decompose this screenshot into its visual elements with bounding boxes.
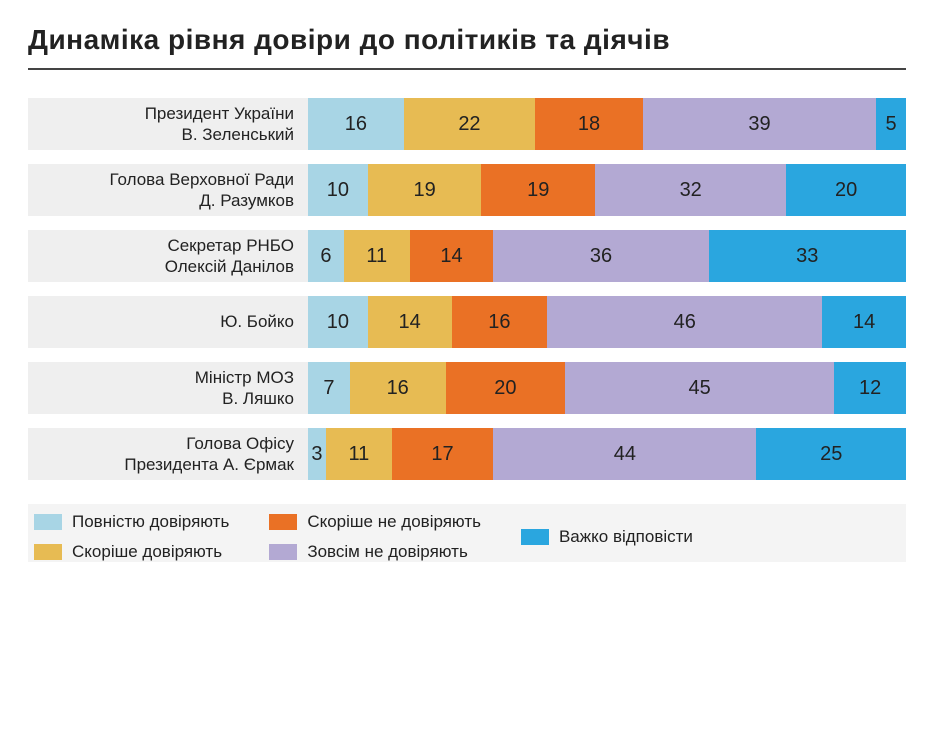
- bar-row: Голова Верховної РадиД. Разумков10191932…: [28, 164, 906, 216]
- row-label-line2: Олексій Данілов: [165, 256, 294, 277]
- legend-swatch: [34, 514, 62, 530]
- bar-segment: 7: [308, 362, 350, 414]
- bar-row: Ю. Бойко1014164614: [28, 296, 906, 348]
- bar-segment: 20: [446, 362, 566, 414]
- bar-row: Секретар РНБООлексій Данілов611143633: [28, 230, 906, 282]
- legend-item: Повністю довіряють: [34, 512, 229, 532]
- row-label-line1: Голова Офісу: [186, 433, 294, 454]
- bar-row: Президент УкраїниВ. Зеленський162218395: [28, 98, 906, 150]
- legend-item: Скоріше не довіряють: [269, 512, 481, 532]
- bar-segment: 14: [368, 296, 452, 348]
- legend-swatch: [521, 529, 549, 545]
- bar-row: Голова ОфісуПрезидента А. Єрмак311174425: [28, 428, 906, 480]
- row-label-line1: Голова Верховної Ради: [109, 169, 294, 190]
- bar-segment: 16: [452, 296, 548, 348]
- legend-item: Скоріше довіряють: [34, 542, 229, 562]
- legend-swatch: [269, 514, 297, 530]
- row-label-line2: Ю. Бойко: [220, 311, 294, 332]
- row-label: Голова ОфісуПрезидента А. Єрмак: [28, 428, 308, 480]
- row-bar: 162218395: [308, 98, 906, 150]
- bar-segment: 11: [344, 230, 410, 282]
- legend: Повністю довіряють Скоріше довіряють Скорі…: [28, 504, 906, 562]
- bar-segment: 20: [786, 164, 906, 216]
- legend-column: Скоріше не довіряють Зовсім не довіряють: [269, 512, 481, 562]
- bar-segment: 18: [535, 98, 643, 150]
- bar-segment: 17: [392, 428, 494, 480]
- legend-label: Скоріше довіряють: [72, 542, 222, 562]
- bar-segment: 14: [410, 230, 494, 282]
- legend-swatch: [34, 544, 62, 560]
- legend-label: Скоріше не довіряють: [307, 512, 481, 532]
- bar-segment: 16: [350, 362, 446, 414]
- bar-row: Міністр МОЗВ. Ляшко716204512: [28, 362, 906, 414]
- row-label-line2: В. Ляшко: [222, 388, 294, 409]
- row-bar: 716204512: [308, 362, 906, 414]
- legend-item: Зовсім не довіряють: [269, 542, 481, 562]
- legend-item: Важко відповісти: [521, 527, 693, 547]
- row-label-line1: Президент України: [145, 103, 294, 124]
- bar-rows: Президент УкраїниВ. Зеленський162218395Г…: [28, 98, 906, 480]
- legend-label: Важко відповісти: [559, 527, 693, 547]
- row-label: Ю. Бойко: [28, 296, 308, 348]
- row-label-line2: Д. Разумков: [199, 190, 294, 211]
- row-bar: 1019193220: [308, 164, 906, 216]
- title-divider: [28, 68, 906, 70]
- bar-segment: 16: [308, 98, 404, 150]
- bar-segment: 19: [368, 164, 482, 216]
- legend-label: Повністю довіряють: [72, 512, 229, 532]
- row-label: Секретар РНБООлексій Данілов: [28, 230, 308, 282]
- bar-segment: 14: [822, 296, 906, 348]
- bar-segment: 32: [595, 164, 786, 216]
- bar-segment: 36: [493, 230, 708, 282]
- row-label-line2: Президента А. Єрмак: [124, 454, 294, 475]
- bar-segment: 3: [308, 428, 326, 480]
- bar-segment: 19: [481, 164, 595, 216]
- bar-segment: 39: [643, 98, 876, 150]
- row-label: Президент УкраїниВ. Зеленський: [28, 98, 308, 150]
- bar-segment: 44: [493, 428, 756, 480]
- legend-column: Повністю довіряють Скоріше довіряють: [34, 512, 229, 562]
- chart-title: Динаміка рівня довіри до політиків та ді…: [28, 24, 906, 56]
- row-label-line1: Міністр МОЗ: [195, 367, 294, 388]
- row-label-line2: В. Зеленський: [182, 124, 295, 145]
- row-label-line1: Секретар РНБО: [167, 235, 294, 256]
- legend-column: Важко відповісти: [521, 512, 693, 562]
- bar-segment: 46: [547, 296, 822, 348]
- row-bar: 611143633: [308, 230, 906, 282]
- bar-segment: 6: [308, 230, 344, 282]
- bar-segment: 10: [308, 164, 368, 216]
- row-label: Міністр МОЗВ. Ляшко: [28, 362, 308, 414]
- bar-segment: 25: [756, 428, 906, 480]
- bar-segment: 11: [326, 428, 392, 480]
- bar-segment: 5: [876, 98, 906, 150]
- bar-segment: 22: [404, 98, 536, 150]
- bar-segment: 45: [565, 362, 834, 414]
- row-bar: 311174425: [308, 428, 906, 480]
- row-label: Голова Верховної РадиД. Разумков: [28, 164, 308, 216]
- legend-swatch: [269, 544, 297, 560]
- bar-segment: 10: [308, 296, 368, 348]
- legend-label: Зовсім не довіряють: [307, 542, 468, 562]
- bar-segment: 33: [709, 230, 906, 282]
- bar-segment: 12: [834, 362, 906, 414]
- row-bar: 1014164614: [308, 296, 906, 348]
